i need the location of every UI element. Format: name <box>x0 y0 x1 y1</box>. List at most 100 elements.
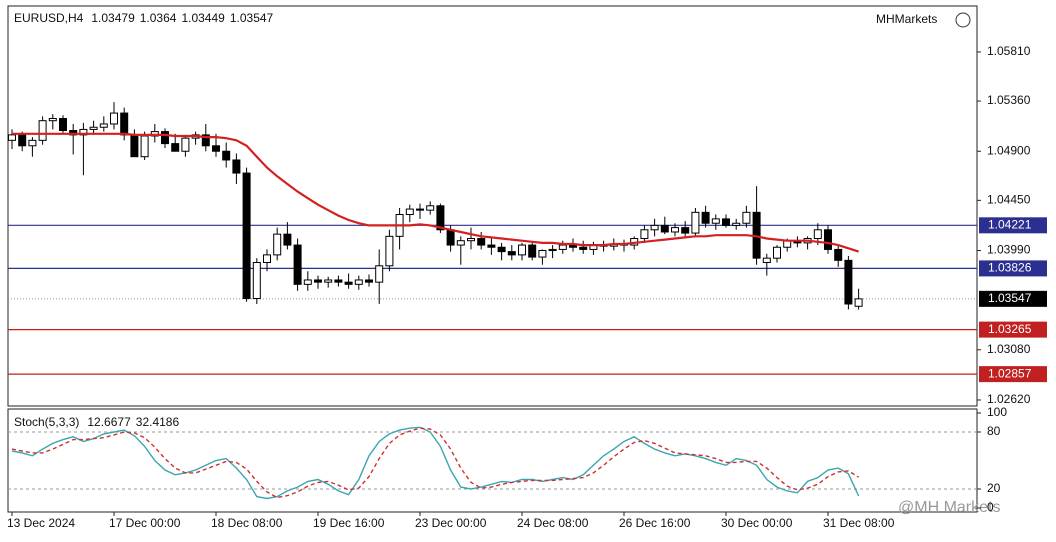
level-box <box>979 217 1047 234</box>
candle-body <box>518 244 526 256</box>
candle-body <box>834 248 843 261</box>
x-tick-label: 13 Dec 2024 <box>7 516 75 530</box>
candle-body <box>283 233 292 246</box>
candle-body <box>456 240 465 246</box>
stoch-line <box>11 427 859 499</box>
candle-body <box>446 229 455 246</box>
y-tick-label: 1.05810 <box>987 44 1031 58</box>
candle-body <box>273 233 282 256</box>
indicator-title: Stoch(5,3,3) <box>14 415 79 429</box>
candle-body <box>548 248 557 252</box>
candle-body <box>579 246 588 250</box>
candle-body <box>303 279 312 285</box>
candle-body <box>722 218 730 226</box>
candle-body <box>813 229 822 240</box>
candle-body <box>161 131 169 145</box>
y-tick-label: 80 <box>987 424 1001 438</box>
header-value: 1.0364 <box>140 11 177 25</box>
candle-body <box>99 123 108 128</box>
candle-body <box>742 211 751 224</box>
y-tick-label: 20 <box>987 481 1001 495</box>
y-tick-label: 1.05360 <box>987 93 1031 107</box>
stoch-line <box>11 426 860 500</box>
candle-body <box>732 222 741 226</box>
header-value: 32.4186 <box>136 415 180 429</box>
candle-body <box>48 118 57 122</box>
header-value: 1.03547 <box>230 11 274 25</box>
candle-body <box>375 265 384 283</box>
candle-body <box>681 227 690 234</box>
level-label: 1.04221 <box>988 217 1032 231</box>
candle-body <box>365 279 373 283</box>
candle-body <box>171 143 180 152</box>
candle-body <box>385 235 394 267</box>
candle-body <box>405 208 414 216</box>
candle-body <box>497 246 506 253</box>
level-label: 1.03265 <box>988 322 1032 336</box>
candle-body <box>854 298 863 307</box>
candle-body <box>201 134 210 147</box>
candle-body <box>762 257 771 264</box>
candle-body <box>487 244 496 248</box>
candle-body <box>293 244 302 285</box>
candle-body <box>222 150 231 161</box>
candle-body <box>130 134 139 158</box>
current-price-label: 1.03547 <box>988 291 1032 305</box>
candle-body <box>569 244 577 248</box>
y-tick-label: 1.04900 <box>987 143 1031 157</box>
y-tick-label: 1.04450 <box>987 193 1031 207</box>
candle-body <box>18 134 27 147</box>
candle-body <box>252 262 261 300</box>
header-value: 1.03449 <box>181 11 225 25</box>
moving-average <box>12 132 859 253</box>
level-box <box>979 321 1047 338</box>
x-tick-label: 23 Dec 00:00 <box>415 516 487 530</box>
candle-body <box>528 244 537 258</box>
x-tick-label: 30 Dec 00:00 <box>721 516 793 530</box>
y-tick-label: 1.03080 <box>987 342 1031 356</box>
candle-body <box>477 238 486 246</box>
candle-body <box>701 211 710 224</box>
candle-body <box>773 246 781 259</box>
candle-body <box>538 250 547 258</box>
candle-body <box>691 211 700 234</box>
candle-body <box>416 208 424 211</box>
candle-body <box>558 244 567 250</box>
y-tick-label: 1.03990 <box>987 243 1031 257</box>
candle-body <box>120 112 129 136</box>
candle-body <box>334 279 343 283</box>
candle-body <box>650 224 659 231</box>
y-tick-label: 1.02620 <box>987 392 1031 406</box>
header-value: 12.6677 <box>87 415 131 429</box>
logo: MHMarkets <box>876 12 937 26</box>
current-price-box <box>979 290 1047 307</box>
y-tick-label: 100 <box>987 405 1007 419</box>
candle-body <box>8 134 16 141</box>
candle-body <box>467 238 475 242</box>
candle-body <box>660 224 669 233</box>
header-value: 1.03479 <box>91 11 135 25</box>
x-tick-label: 31 Dec 08:00 <box>823 516 895 530</box>
candle-body <box>844 259 853 305</box>
watermark: @MH Markets <box>898 499 1000 516</box>
candle-body <box>671 227 679 233</box>
candle-body <box>640 229 649 240</box>
candle-body <box>507 251 516 256</box>
x-tick-label: 24 Dec 08:00 <box>517 516 589 530</box>
candle-body <box>140 135 149 158</box>
x-tick-label: 17 Dec 00:00 <box>109 516 181 530</box>
x-tick-label: 18 Dec 08:00 <box>211 516 283 530</box>
level-label: 1.02857 <box>988 366 1032 380</box>
candle-body <box>59 118 67 132</box>
candle-body <box>824 229 832 250</box>
x-tick-label: 19 Dec 16:00 <box>313 516 385 530</box>
candle-body <box>436 205 445 231</box>
price-panel <box>7 5 978 407</box>
logo-icon <box>955 12 971 28</box>
candle-body <box>711 218 720 224</box>
candle-body <box>110 112 118 125</box>
level-box <box>979 366 1047 383</box>
candle-body <box>354 279 363 285</box>
candle-body <box>232 159 241 174</box>
